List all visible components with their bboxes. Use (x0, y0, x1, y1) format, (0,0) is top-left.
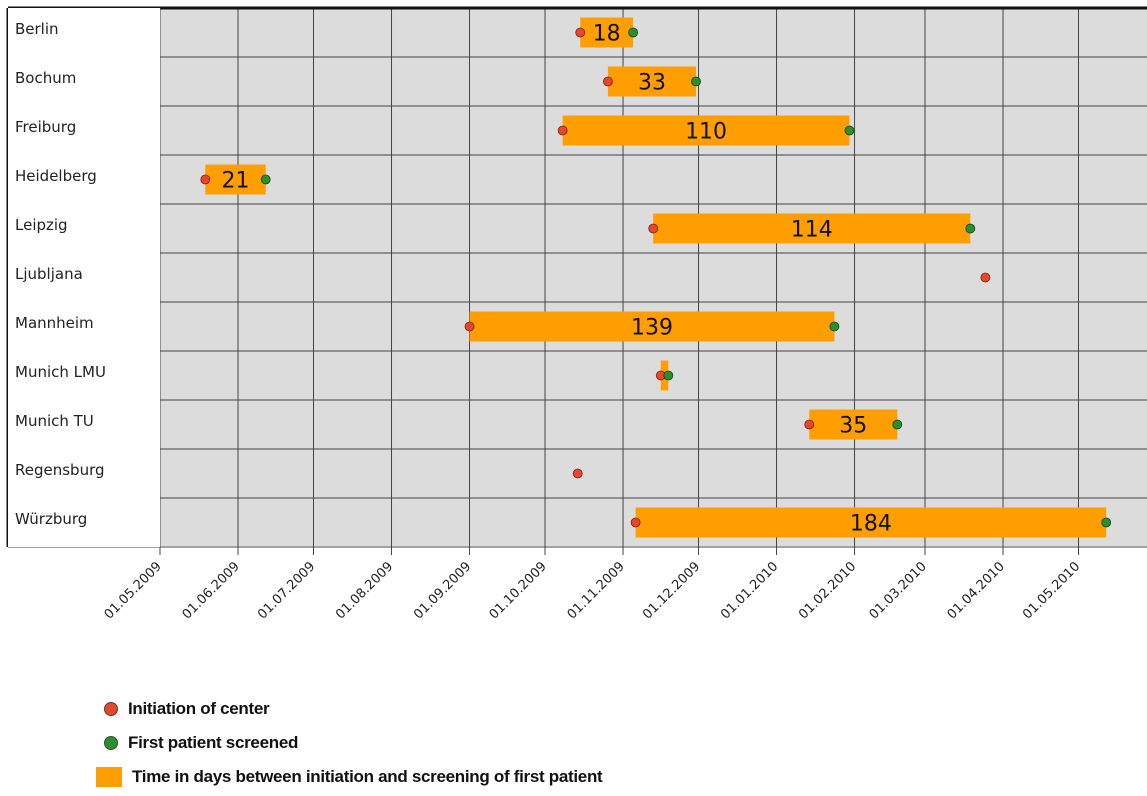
red-dot-icon (104, 702, 118, 716)
legend-label-screening: First patient screened (128, 733, 299, 752)
x-tick-label: 01.01.2010 (718, 559, 781, 622)
duration-label: 139 (631, 316, 673, 341)
duration-bar (809, 409, 898, 440)
row-labels: Berlin Bochum Freiburg Heidelberg Leipzig Lju… (8, 8, 160, 547)
initiation-marker (572, 468, 583, 479)
legend-item-screening: First patient screened (96, 726, 602, 760)
row-label: Mannheim (15, 314, 94, 332)
x-tick-label: 01.12.2009 (640, 559, 703, 622)
x-tick-label: 01.03.2010 (867, 559, 930, 622)
screening-marker (663, 370, 674, 381)
x-axis-ticks: 01.05.2009 01.06.2009 01.07.2009 01.08.2009… (102, 559, 1084, 622)
row-label: Würzburg (15, 510, 87, 528)
row-label: Berlin (15, 20, 59, 38)
duration-label: 114 (791, 218, 833, 243)
row-label: Munich TU (15, 412, 94, 430)
initiation-marker (630, 517, 641, 528)
x-tick-label: 01.10.2009 (487, 559, 550, 622)
x-tick-label: 01.07.2009 (255, 559, 318, 622)
initiation-marker (603, 76, 613, 87)
duration-bar (562, 115, 850, 146)
duration-label: 18 (593, 22, 621, 47)
duration-label: 110 (685, 120, 727, 145)
row-label: Munich LMU (15, 363, 106, 381)
initiation-marker (575, 27, 586, 38)
x-tick-label: 01.05.2009 (102, 559, 165, 622)
duration-bar (635, 507, 1107, 538)
initiation-marker (464, 321, 475, 332)
row-label: Freiburg (15, 118, 76, 136)
timeline-chart: Berlin Bochum Freiburg Heidelberg Leipzig Lju… (6, 6, 1147, 622)
row-label: Ljubljana (15, 265, 83, 283)
duration-label: 35 (839, 414, 867, 439)
row-label: Heidelberg (15, 167, 97, 185)
x-tick-label: 01.05.2010 (1020, 559, 1083, 622)
initiation-marker (557, 125, 568, 136)
screening-marker (892, 419, 903, 430)
duration-bar (205, 164, 266, 195)
duration-label: 21 (221, 169, 249, 194)
initiation-marker (648, 223, 659, 234)
row-label: Leipzig (15, 216, 68, 234)
x-tick-label: 01.04.2010 (945, 559, 1008, 622)
duration-bar (653, 213, 971, 244)
green-dot-icon (104, 736, 118, 750)
duration-bars: 18 33 110 21 114 139 35 184 (205, 17, 1107, 538)
duration-bar (607, 66, 697, 97)
event-markers (200, 27, 1112, 528)
x-tick-label: 01.02.2010 (796, 559, 859, 622)
row-label-column (8, 8, 160, 547)
x-tick-label: 01.06.2009 (180, 559, 243, 622)
legend-label-duration: Time in days between initiation and scre… (132, 767, 603, 786)
screening-marker (965, 223, 976, 234)
screening-marker (691, 76, 701, 87)
initiation-marker (804, 419, 815, 430)
row-label: Regensburg (15, 461, 105, 479)
legend: Initiation of center First patient scree… (96, 692, 603, 794)
screening-marker (844, 125, 855, 136)
x-tick-label: 01.08.2009 (333, 559, 396, 622)
x-tick-label: 01.09.2009 (411, 559, 474, 622)
legend-label-initiation: Initiation of center (128, 699, 270, 718)
orange-bar-icon (96, 767, 122, 787)
duration-label: 33 (638, 71, 666, 96)
legend-item-initiation: Initiation of center (96, 692, 602, 726)
screening-marker (628, 27, 638, 38)
screening-marker (829, 321, 840, 332)
screening-marker (1101, 517, 1112, 528)
duration-bar (580, 17, 634, 48)
duration-label: 184 (850, 512, 892, 537)
screening-marker (260, 174, 271, 185)
legend-item-duration: Time in days between initiation and scre… (96, 760, 603, 794)
duration-bar (469, 311, 835, 342)
initiation-marker (200, 174, 211, 185)
initiation-marker (980, 272, 991, 283)
row-label: Bochum (15, 69, 76, 87)
x-tick-label: 01.11.2009 (565, 559, 628, 622)
